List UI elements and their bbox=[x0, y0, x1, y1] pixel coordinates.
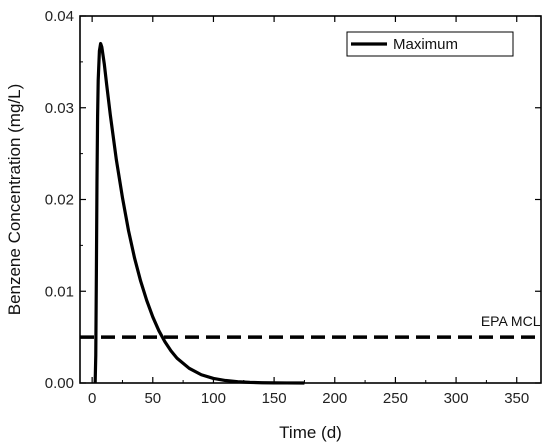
y-axis-title: Benzene Concentration (mg/L) bbox=[5, 84, 24, 316]
annotation-epa-mcl: EPA MCL bbox=[481, 313, 541, 329]
x-tick-label: 300 bbox=[444, 390, 469, 407]
x-tick-label: 250 bbox=[383, 390, 408, 407]
series-maximum-line bbox=[93, 41, 305, 385]
legend: Maximum bbox=[346, 31, 514, 57]
x-tick-label: 150 bbox=[262, 390, 287, 407]
x-tick-label: 200 bbox=[322, 390, 347, 407]
y-tick-label: 0.02 bbox=[45, 192, 74, 209]
annotation-layer: EPA MCL bbox=[481, 313, 541, 329]
plot-frame bbox=[79, 15, 542, 384]
x-axis: 0 50 100 150 200 250 300 350 bbox=[88, 16, 529, 407]
y-axis: 0.00 0.01 0.02 0.03 0.04 bbox=[45, 8, 541, 392]
y-tick-label: 0.04 bbox=[45, 8, 74, 25]
x-tick-label: 50 bbox=[144, 390, 161, 407]
y-tick-label: 0.01 bbox=[45, 283, 74, 300]
x-axis-title: Time (d) bbox=[279, 423, 342, 442]
y-tick-label: 0.03 bbox=[45, 100, 74, 117]
x-tick-label: 350 bbox=[504, 390, 529, 407]
series-layer bbox=[80, 41, 541, 385]
x-tick-label: 0 bbox=[88, 390, 96, 407]
plot-border bbox=[79, 15, 542, 384]
y-tick-label: 0.00 bbox=[45, 375, 74, 392]
legend-label: Maximum bbox=[393, 36, 458, 53]
x-tick-label: 100 bbox=[201, 390, 226, 407]
